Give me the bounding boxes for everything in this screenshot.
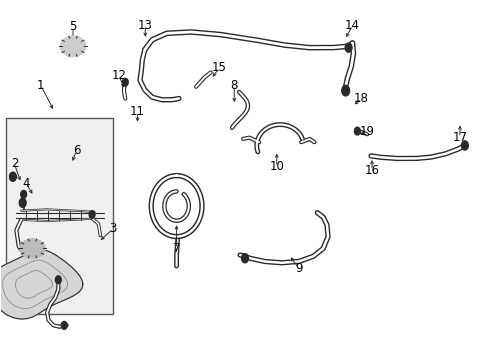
Text: 18: 18 <box>354 92 369 105</box>
Circle shape <box>89 211 95 219</box>
Text: 7: 7 <box>173 242 180 255</box>
Text: 4: 4 <box>23 177 30 190</box>
Text: 19: 19 <box>360 125 375 138</box>
Circle shape <box>345 43 352 52</box>
Text: 5: 5 <box>69 20 77 33</box>
Text: 17: 17 <box>452 131 467 144</box>
Circle shape <box>55 276 61 284</box>
Text: 12: 12 <box>111 69 126 82</box>
Polygon shape <box>0 250 83 319</box>
Text: 2: 2 <box>11 157 18 170</box>
Text: 6: 6 <box>73 144 80 157</box>
Circle shape <box>242 254 248 263</box>
Text: 16: 16 <box>365 164 380 177</box>
Text: 14: 14 <box>345 19 360 32</box>
Circle shape <box>342 85 349 96</box>
Circle shape <box>462 141 468 150</box>
Text: 10: 10 <box>270 161 284 174</box>
Text: 1: 1 <box>37 79 45 92</box>
Circle shape <box>122 78 128 86</box>
Circle shape <box>9 172 16 181</box>
Text: 15: 15 <box>212 61 227 75</box>
Circle shape <box>61 321 67 329</box>
Circle shape <box>19 198 26 207</box>
Circle shape <box>354 127 360 135</box>
Circle shape <box>21 190 26 198</box>
Ellipse shape <box>60 36 86 57</box>
Text: 13: 13 <box>138 19 153 32</box>
Text: 9: 9 <box>295 261 302 275</box>
Ellipse shape <box>20 239 45 258</box>
Text: 3: 3 <box>109 222 117 235</box>
Text: 8: 8 <box>231 79 238 92</box>
Text: 11: 11 <box>130 105 145 118</box>
Bar <box>5 118 113 314</box>
